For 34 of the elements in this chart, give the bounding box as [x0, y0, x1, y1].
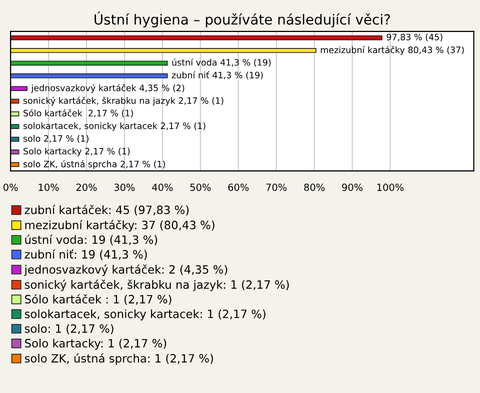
data-label: jednosvazkový kartáček 4,35 % (2) — [31, 84, 184, 93]
legend-label: solo: 1 (2,17 %) — [24, 324, 114, 334]
data-label: solokartacek, sonicky kartacek 2,17 % (1) — [23, 122, 206, 131]
x-tick-label: 70% — [266, 184, 287, 191]
legend-label: solokartacek, sonicky kartacek: 1 (2,17 %) — [24, 309, 266, 320]
legend-label: Solo kartacky: 1 (2,17 %) — [25, 338, 166, 350]
data-label: sonický kartáček, škrabku na jazyk 2,17 % (1) — [23, 96, 224, 106]
data-label: solo ZK, ústná sprcha 2,17 % (1) — [23, 160, 165, 170]
legend-label: ústní voda: 19 (41,3 %) — [25, 234, 158, 246]
x-tick-label: 90% — [342, 184, 363, 191]
legend-label: sonický kartáček, škrabku na jazyk: 1 (2,17 %) — [24, 280, 289, 292]
data-label: 97,83 % (45) — [386, 34, 442, 42]
x-tick-label: 30% — [114, 184, 135, 191]
x-tick-label: 80% — [304, 184, 325, 191]
x-tick-label: 0% — [3, 184, 18, 191]
data-label: Sólo kartáček 2,17 % (1) — [24, 109, 133, 118]
data-label: solo 2,17 % (1) — [23, 135, 88, 143]
data-label: Solo kartacky 2,17 % (1) — [24, 148, 130, 156]
x-tick-label: 20% — [76, 184, 97, 191]
chart-title: Ústní hygiena – používáte následující věci? — [94, 12, 390, 28]
x-tick-label: 10% — [38, 184, 59, 191]
legend-label: zubní niť: 19 (41,3 %) — [24, 249, 147, 260]
data-label: mezizubní kartáčky 80,43 % (37) — [320, 46, 464, 55]
legend-label: Sólo kartáček : 1 (2,17 %) — [25, 294, 172, 305]
legend-label: solo ZK, ústná sprcha: 1 (2,17 %) — [24, 353, 213, 365]
data-label: ústní voda 41,3 % (19) — [172, 58, 271, 67]
legend-label: mezizubní kartáčky: 37 (80,43 %) — [25, 220, 214, 232]
x-tick-label: 60% — [228, 184, 249, 191]
legend-label: zubní kartáček: 45 (97,83 %) — [24, 204, 189, 216]
x-tick-label: 50% — [190, 184, 211, 191]
legend-label: jednosvazkový kartáček: 2 (4,35 %) — [24, 264, 228, 276]
data-label: zubní niť 41,3 % (19) — [172, 71, 263, 80]
x-tick-label: 40% — [152, 184, 173, 191]
x-tick-label: 100% — [377, 184, 404, 191]
